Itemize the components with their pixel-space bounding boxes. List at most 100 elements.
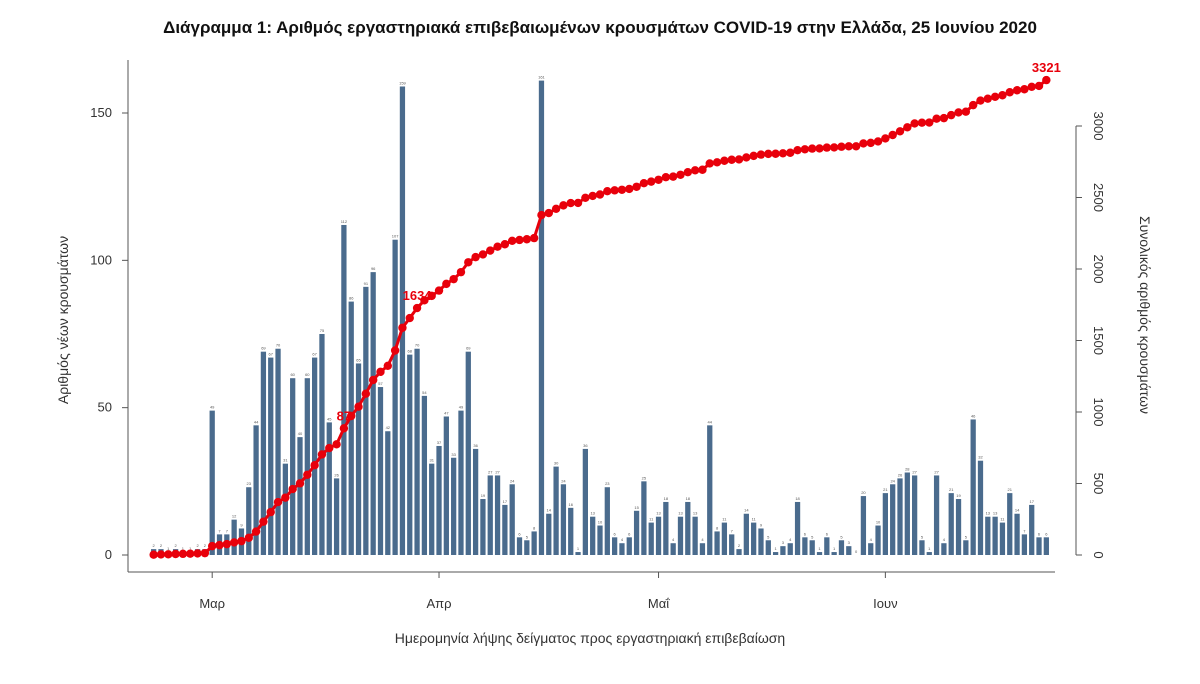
bar-value-label: 18: [686, 496, 691, 501]
cumulative-point: [376, 367, 385, 377]
bar: [487, 475, 493, 555]
bar-value-label: 14: [744, 508, 749, 513]
cumulative-point: [895, 127, 905, 136]
cumulative-point: [866, 138, 875, 148]
cumulative-point: [193, 549, 202, 558]
cumulative-point: [566, 198, 575, 208]
cumulative-point: [690, 166, 700, 175]
bar: [494, 475, 501, 555]
right-tick-label: 500: [1091, 473, 1106, 495]
bar-value-label: 2: [204, 543, 207, 548]
cumulative-point: [383, 361, 393, 371]
cumulative-point: [149, 550, 158, 559]
bar-value-label: 20: [861, 490, 866, 495]
cumulative-point: [215, 540, 224, 550]
cumulative-point: [427, 291, 436, 301]
bar-value-label: 44: [254, 419, 259, 424]
bar: [451, 457, 457, 555]
bar-value-label: 11: [1000, 517, 1005, 522]
bar: [209, 410, 215, 555]
cumulative-point: [844, 142, 853, 151]
cumulative-point: [347, 411, 356, 421]
bar-value-label: 6: [1045, 531, 1048, 536]
cumulative-point: [668, 172, 678, 181]
cumulative-point: [186, 549, 195, 558]
bar: [743, 513, 749, 555]
cumulative-point: [251, 527, 261, 536]
bar: [472, 448, 479, 555]
bar-value-label: 1: [833, 546, 836, 551]
bar: [838, 540, 845, 555]
bar-value-label: 18: [795, 496, 800, 501]
bar-value-label: 32: [978, 455, 983, 460]
cumulative-point: [939, 113, 949, 123]
cumulative-point: [237, 536, 246, 546]
cumulative-point: [515, 235, 524, 245]
bar-value-label: 4: [943, 537, 946, 542]
cumulative-point: [903, 123, 912, 132]
bar: [436, 445, 442, 555]
cumulative-point: [229, 538, 239, 547]
cumulative-point: [654, 175, 663, 184]
bar-value-label: 25: [642, 475, 647, 480]
bar: [392, 239, 398, 555]
bar-value-label: 60: [305, 372, 310, 377]
cumulative-point: [756, 150, 766, 159]
cumulative-point: [793, 145, 802, 155]
cumulative-point: [837, 142, 846, 151]
bar: [970, 419, 976, 555]
bar: [312, 357, 318, 555]
cumulative-point: [486, 246, 495, 255]
bar-value-label: 68: [408, 349, 413, 354]
bar-value-label: 54: [422, 390, 427, 395]
bar-value-label: 65: [356, 357, 361, 362]
cumulative-point: [815, 144, 824, 153]
cumulative-point: [471, 252, 480, 262]
right-tick-label: 1000: [1091, 398, 1106, 427]
bar-value-label: 45: [327, 416, 332, 421]
bar: [655, 516, 662, 555]
cumulative-point: [354, 402, 363, 411]
bar-value-label: 60: [290, 372, 295, 377]
cumulative-point: [1020, 85, 1029, 94]
cumulative-point: [786, 148, 795, 157]
bar-value-label: 9: [760, 522, 763, 527]
left-tick-label: 50: [98, 400, 112, 415]
annotations: 87 1634 3321: [337, 60, 1061, 423]
bar: [648, 522, 654, 555]
bar-value-label: 75: [320, 328, 325, 333]
bar-value-label: 46: [971, 413, 976, 418]
cumulative-point: [295, 479, 305, 488]
right-y-axis-title: Συνολικός αριθμός κρουσμάτων: [1137, 216, 1153, 414]
bar-value-label: 67: [312, 352, 317, 357]
bar: [1043, 537, 1049, 555]
bar-value-label: 49: [210, 405, 215, 410]
bar-value-label: 1: [167, 546, 170, 551]
bar-value-label: 11: [649, 517, 654, 522]
bar: [772, 552, 779, 555]
cumulative-point: [361, 389, 371, 398]
bar-value-label: 86: [349, 296, 354, 301]
bar: [846, 546, 852, 555]
x-tick-label: Ιουν: [873, 596, 897, 611]
bar: [399, 86, 406, 555]
bar-value-label: 7: [226, 528, 229, 533]
bar-value-label: 67: [269, 352, 274, 357]
bar: [480, 499, 486, 555]
bar: [699, 543, 706, 555]
bar: [341, 224, 347, 555]
bar: [912, 475, 918, 555]
bar: [963, 540, 969, 555]
cumulative-point: [595, 190, 605, 199]
bar-value-label: 26: [898, 472, 903, 477]
cumulative-point: [925, 118, 934, 127]
bar: [926, 552, 932, 555]
bar-value-label: 19: [481, 493, 486, 498]
bar: [246, 487, 252, 555]
bar: [670, 543, 676, 555]
cumulative-point: [705, 159, 714, 168]
bar: [955, 499, 962, 555]
cumulative-point: [859, 139, 868, 148]
cumulative-point: [207, 541, 217, 551]
